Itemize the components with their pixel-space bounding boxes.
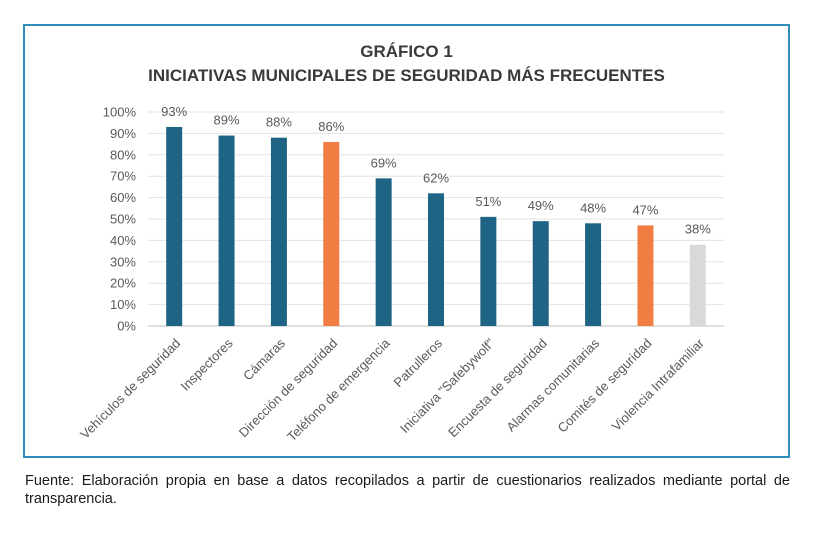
- y-tick-label: 60%: [110, 190, 136, 205]
- chart-subtitle: INICIATIVAS MUNICIPALES DE SEGURIDAD MÁS…: [148, 66, 665, 85]
- bar: [532, 221, 549, 326]
- bar: [323, 141, 340, 326]
- y-tick-label: 10%: [110, 297, 136, 312]
- x-tick-label: Dirección de seguridad: [236, 336, 341, 441]
- x-tick-label: Iniciativa "Safebywolf": [397, 335, 498, 436]
- bar: [375, 178, 392, 326]
- y-tick-label: 0%: [117, 319, 136, 334]
- data-label: 62%: [423, 170, 449, 185]
- x-tick-label: Teléfono de emergencia: [284, 335, 393, 444]
- data-label: 69%: [371, 155, 397, 170]
- x-tick-label: Patrulleros: [391, 335, 446, 390]
- chart-frame: GRÁFICO 1 INICIATIVAS MUNICIPALES DE SEG…: [23, 24, 790, 458]
- y-tick-label: 30%: [110, 254, 136, 269]
- data-label: 51%: [475, 194, 501, 209]
- source-note: Fuente: Elaboración propia en base a dat…: [25, 473, 790, 507]
- data-label: 88%: [266, 115, 292, 130]
- chart-title-block: GRÁFICO 1 INICIATIVAS MUNICIPALES DE SEG…: [25, 40, 788, 88]
- bar: [428, 193, 444, 326]
- bar: [270, 137, 287, 326]
- data-label: 89%: [214, 113, 240, 128]
- x-tick-label: Alarmas comunitarias: [503, 335, 602, 434]
- data-label: 93%: [161, 104, 187, 119]
- bar: [689, 244, 706, 326]
- x-tick-label: Comités de seguridad: [555, 336, 655, 436]
- bar: [166, 126, 183, 326]
- y-tick-label: 70%: [110, 169, 136, 184]
- bar: [585, 223, 602, 326]
- data-label: 49%: [528, 198, 554, 213]
- y-tick-label: 80%: [110, 147, 136, 162]
- data-label: 38%: [685, 222, 711, 237]
- chart-title: GRÁFICO 1: [360, 42, 453, 61]
- bar: [637, 225, 654, 326]
- x-tick-label: Encuesta de seguridad: [445, 336, 550, 441]
- y-tick-label: 50%: [110, 212, 136, 227]
- x-tick-label: Violencia Intrafamiliar: [609, 335, 708, 434]
- data-label: 86%: [318, 119, 344, 134]
- bar: [480, 216, 497, 326]
- y-tick-label: 20%: [110, 276, 136, 291]
- x-tick-label: Cámaras: [240, 335, 288, 383]
- data-label: 48%: [580, 200, 606, 215]
- y-tick-label: 100%: [103, 105, 137, 120]
- x-tick-label: Vehículos de seguridad: [77, 336, 183, 442]
- y-tick-label: 90%: [110, 126, 136, 141]
- bar: [218, 135, 235, 326]
- x-tick-label: Inspectores: [178, 335, 236, 393]
- y-tick-label: 40%: [110, 233, 136, 248]
- data-label: 47%: [632, 202, 658, 217]
